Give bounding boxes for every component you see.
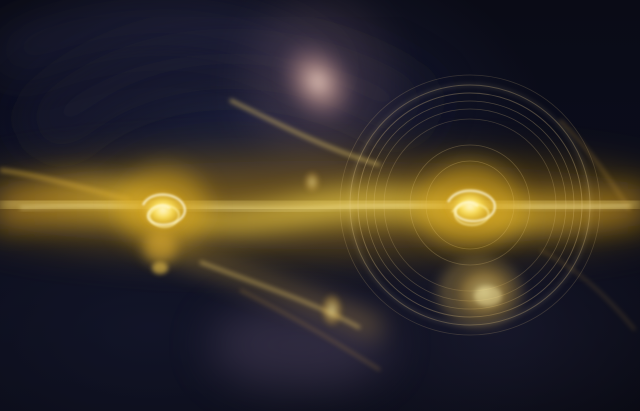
light-artwork [0,0,640,390]
light-scene [0,0,640,411]
